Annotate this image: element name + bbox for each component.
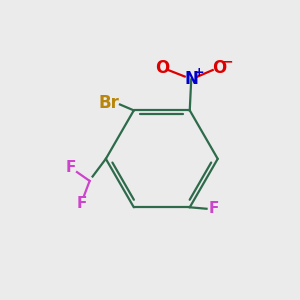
Text: +: +: [193, 67, 204, 80]
Text: N: N: [184, 70, 198, 88]
Text: F: F: [77, 196, 88, 211]
Text: O: O: [155, 59, 169, 77]
Text: F: F: [209, 201, 219, 216]
Text: F: F: [65, 160, 76, 175]
Text: −: −: [221, 54, 233, 68]
Text: Br: Br: [98, 94, 119, 112]
Text: O: O: [212, 59, 226, 77]
